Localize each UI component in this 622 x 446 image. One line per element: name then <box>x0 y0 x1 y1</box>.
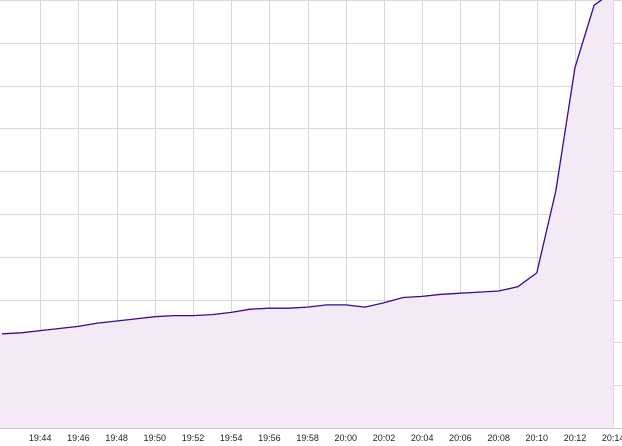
x-tick-label: 19:56 <box>258 433 281 443</box>
x-tick-label: 19:46 <box>67 433 90 443</box>
x-tick-label: 20:10 <box>526 433 549 443</box>
x-tick-label: 20:00 <box>335 433 358 443</box>
x-tick-label: 20:06 <box>449 433 472 443</box>
x-tick-label: 20:08 <box>487 433 510 443</box>
x-tick-label: 19:44 <box>29 433 52 443</box>
series-area-fill <box>0 0 614 428</box>
x-tick-label: 19:50 <box>144 433 167 443</box>
series-line <box>1 0 603 335</box>
x-tick-label: 20:14 <box>602 433 622 443</box>
x-axis-tick-labels: 19:44 19:46 19:48 19:50 19:52 19:54 19:56 19:58… <box>29 433 622 443</box>
x-tick-label: 19:48 <box>105 433 128 443</box>
x-tick-label: 20:12 <box>564 433 587 443</box>
x-tick-label: 19:52 <box>182 433 205 443</box>
x-tick-label: 20:02 <box>373 433 396 443</box>
x-tick-label: 20:04 <box>411 433 434 443</box>
x-tick-label: 19:54 <box>220 433 243 443</box>
x-tick-label: 19:58 <box>296 433 319 443</box>
